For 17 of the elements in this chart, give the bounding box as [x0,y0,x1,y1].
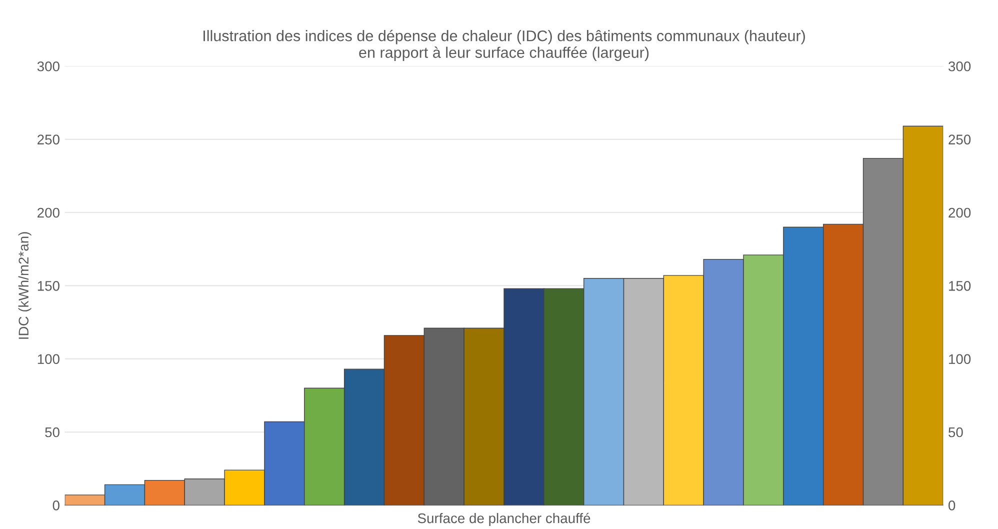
y2-tick-label: 250 [948,134,971,144]
x-axis-title: Surface de plancher chauffé [418,512,590,526]
y-tick-label: 0 [52,500,60,510]
y2-tick-label: 300 [948,61,971,72]
chart-title: Illustration des indices de dépense de chaleur (IDC) des bâtiments communaux (hauteur) en rapport à leur surface chauffée (largeur) [204,30,805,61]
y-tick-label: 100 [38,354,60,364]
y2-tick-label: 0 [948,500,956,510]
y-tick-label: 50 [45,427,60,438]
y-tick-label: 300 [37,61,60,72]
y2-tick-label: 150 [949,280,971,291]
y2-tick-label: 50 [948,427,963,438]
y-tick-label: 150 [38,280,60,291]
y-tick-label: 250 [38,134,60,144]
y2-tick-label: 200 [948,208,971,218]
y-axis-title: IDC (kWh/m2*an) [18,232,32,339]
y2-tick-label: 100 [949,354,971,364]
y-tick-label: 200 [38,208,60,218]
